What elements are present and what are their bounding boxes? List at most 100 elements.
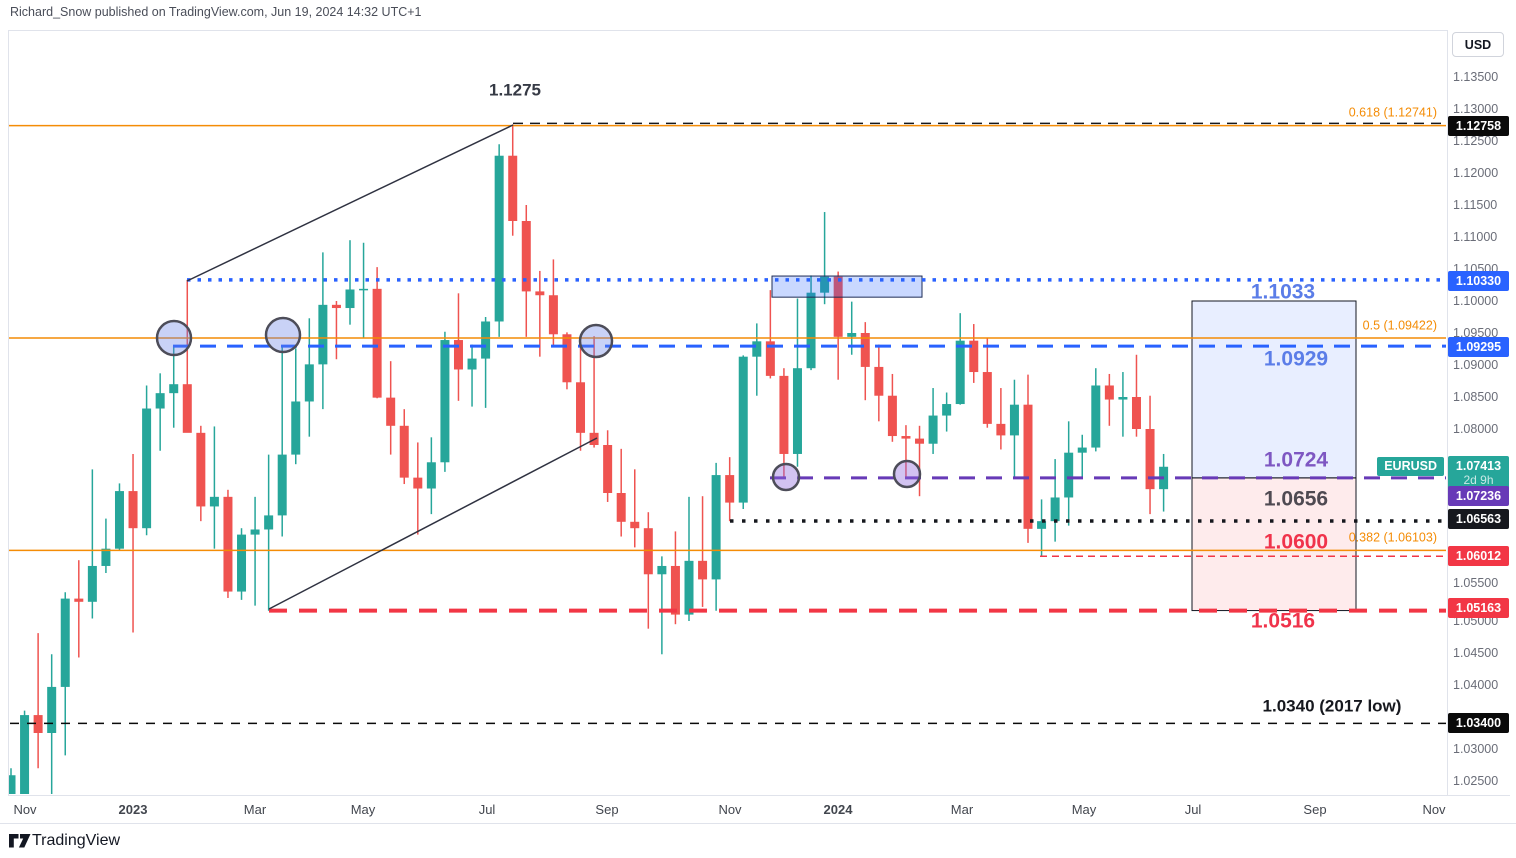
candle-body <box>698 560 708 580</box>
price-marker: 1.06012 <box>1448 546 1509 566</box>
price-marker: 1.10330 <box>1448 271 1509 291</box>
candle-body <box>548 295 558 335</box>
candle-body <box>128 491 138 529</box>
candle-body <box>1037 521 1047 529</box>
candle-body <box>874 366 884 396</box>
time-label: Sep <box>595 802 619 817</box>
candle-body <box>955 340 965 405</box>
candle-body <box>101 548 111 566</box>
candle-body <box>1145 429 1155 490</box>
price-marker: 1.07413 2d 9h <box>1448 456 1509 490</box>
candle-body <box>765 341 775 376</box>
time-axis[interactable]: Nov 2023 Mar May Jul Sep Nov 2024 Mar May Jul Sep No… <box>8 795 1510 824</box>
price-marker: 1.09295 <box>1448 337 1509 357</box>
price-marker: 1.12758 <box>1448 116 1509 136</box>
candle-body <box>426 462 436 489</box>
time-label: May <box>350 802 376 817</box>
candle-body <box>114 491 124 549</box>
price-tick: 1.11000 <box>1453 230 1498 244</box>
price-tick: 1.09500 <box>1453 326 1499 340</box>
candle-body <box>304 364 314 402</box>
candle-body <box>169 384 179 394</box>
candle-body <box>331 304 341 309</box>
chart-annotation: 0.382 (1.06103) <box>1349 530 1437 544</box>
chart-annotation: 1.0656 <box>1264 488 1328 511</box>
candle-body <box>942 404 952 416</box>
candle-body <box>915 438 925 444</box>
candle-body <box>359 288 369 291</box>
candle-body <box>603 445 613 493</box>
candle-body <box>453 340 463 370</box>
candle-body <box>1050 497 1060 522</box>
candle-body <box>1118 397 1128 400</box>
candle-body <box>142 408 152 529</box>
candle-body <box>779 375 789 454</box>
pivot-circle-1 <box>155 319 193 357</box>
footer-bar: TradingView <box>0 823 1516 858</box>
chart-annotation: 1.0340 (2017 low) <box>1263 696 1402 715</box>
price-marker: 1.07236 <box>1448 486 1509 506</box>
candle-body <box>657 565 667 575</box>
price-tick: 1.10000 <box>1453 294 1499 308</box>
candle-body <box>738 356 748 503</box>
price-tick: 1.02500 <box>1453 774 1499 788</box>
price-tick: 1.03000 <box>1453 742 1499 756</box>
tradingview-logo-icon[interactable] <box>9 833 31 849</box>
candle-body <box>1023 404 1033 529</box>
candle-body <box>508 155 518 221</box>
price-marker: 1.03400 <box>1448 713 1509 733</box>
candle-body <box>345 289 355 309</box>
candle-body <box>264 515 274 530</box>
plot-layer <box>9 122 1446 794</box>
tradingview-brand-text[interactable]: TradingView <box>32 832 121 849</box>
rising-support-trendline <box>268 437 598 610</box>
candle-body <box>928 415 938 444</box>
symbol-floating-label: EURUSD <box>1377 457 1444 476</box>
candle-body <box>901 436 911 439</box>
resistance-zone-box <box>771 275 923 298</box>
candle-body <box>291 401 301 455</box>
candle-body <box>182 384 192 433</box>
candle-body <box>250 529 260 535</box>
price-marker: 1.05163 <box>1448 598 1509 618</box>
chart-annotation: 1.0724 <box>1264 449 1329 472</box>
time-label: Nov <box>1422 802 1446 817</box>
chart-annotation: 1.0929 <box>1264 348 1328 371</box>
time-label: May <box>1071 802 1097 817</box>
price-tick: 1.13500 <box>1453 70 1499 84</box>
candle-body <box>277 454 287 516</box>
candle-body <box>155 393 165 409</box>
candle-body <box>196 432 206 507</box>
candle-body <box>725 475 735 503</box>
time-label: Jul <box>1184 802 1202 817</box>
price-axis[interactable] <box>1447 30 1511 795</box>
candle-body <box>996 423 1006 436</box>
pivot-circle-5 <box>892 459 922 489</box>
candle-body <box>237 534 247 592</box>
candle-body <box>562 334 572 383</box>
price-tick: 1.13000 <box>1453 102 1499 116</box>
candle-body <box>847 333 857 337</box>
price-tick: 1.04500 <box>1453 646 1499 660</box>
chart-annotation: 1.1275 <box>489 80 541 99</box>
candle-body <box>643 528 653 575</box>
attribution-text: Richard_Snow published on TradingView.co… <box>10 5 422 19</box>
currency-button[interactable]: USD <box>1452 32 1504 57</box>
time-label: Jul <box>478 802 496 817</box>
candle-body <box>670 565 680 615</box>
candlestick-chart[interactable]: 1.1275 0.618 (1.12741) 0.5 (1.09422) 0.382 … <box>0 0 1447 823</box>
candle-body <box>684 560 694 615</box>
chart-annotation: 1.0516 <box>1251 610 1315 633</box>
candle-body <box>372 288 382 398</box>
candle-body <box>60 598 70 687</box>
time-label: Mar <box>243 802 267 817</box>
price-tick: 1.08000 <box>1453 422 1499 436</box>
price-tick: 1.05500 <box>1453 576 1499 590</box>
chart-annotation: 1.0600 <box>1264 531 1328 554</box>
candle-body <box>467 358 477 370</box>
candle-body <box>209 496 219 507</box>
candle-body <box>833 276 843 337</box>
candle-body <box>576 382 586 433</box>
candle-body <box>521 221 531 292</box>
candle-body <box>792 368 802 454</box>
